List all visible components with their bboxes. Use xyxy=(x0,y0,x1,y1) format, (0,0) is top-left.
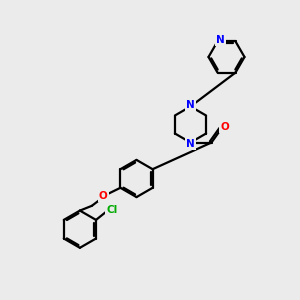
Text: O: O xyxy=(220,122,229,132)
Text: O: O xyxy=(99,191,108,201)
Text: Cl: Cl xyxy=(106,205,118,215)
Text: N: N xyxy=(216,35,225,45)
Text: N: N xyxy=(186,139,195,149)
Text: N: N xyxy=(186,100,195,110)
